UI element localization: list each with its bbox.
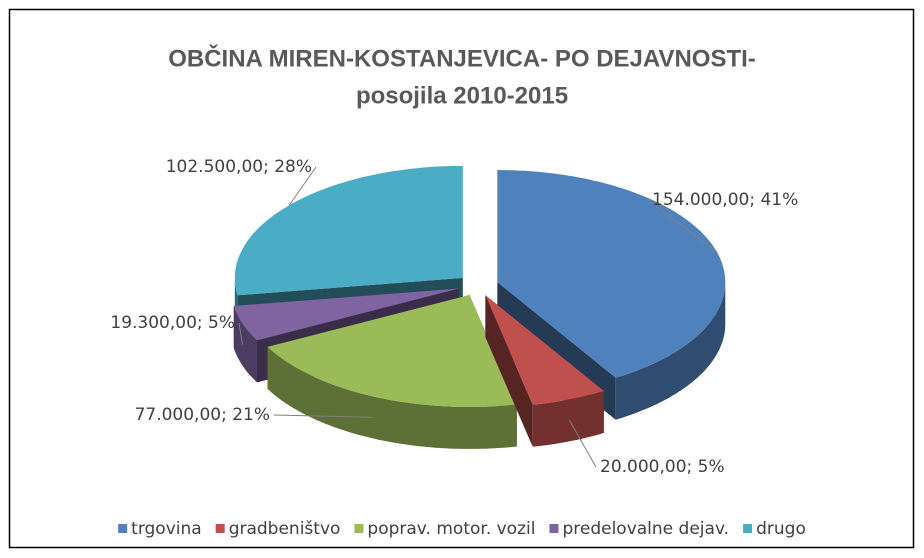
leader-line [288, 166, 317, 206]
leader-line [568, 420, 597, 468]
data-label: 77.000,00; 21% [135, 405, 270, 425]
pie-slice [267, 295, 517, 407]
leader-line [647, 199, 718, 253]
data-label: 20.000,00; 5% [600, 457, 725, 477]
data-label: 154.000,00; 41% [652, 190, 798, 210]
slice [485, 295, 604, 447]
slice [267, 295, 517, 449]
legend-label: predelovalne dejav. [562, 519, 729, 539]
legend-swatch [354, 524, 364, 533]
slice-side [615, 282, 726, 420]
slice-side [267, 346, 517, 449]
slice-wall [485, 295, 533, 447]
legend-swatch [743, 524, 753, 533]
data-label: 19.300,00; 5% [110, 313, 235, 333]
legend-swatch [118, 524, 128, 533]
legend-swatch [215, 524, 225, 533]
leader-line [273, 414, 373, 418]
data-label: 102.500,00; 28% [166, 157, 312, 177]
slice-side [532, 390, 604, 447]
legend-label: gradbeništvo [229, 519, 341, 539]
legend-label: drugo [756, 519, 806, 539]
pie-slice [485, 295, 604, 405]
chart-title: posojila 2010-2015 [356, 82, 568, 109]
leader-line [238, 322, 243, 345]
legend-label: poprav. motor. vozil [367, 519, 535, 539]
legend-label: trgovina [131, 519, 202, 539]
pie-slice [234, 165, 463, 296]
pie-slice [497, 170, 726, 378]
pie-slice [233, 288, 459, 341]
legend-swatch [549, 524, 559, 533]
chart-title: OBČINA MIREN-KOSTANJEVICA- PO DEJAVNOSTI… [168, 44, 756, 72]
